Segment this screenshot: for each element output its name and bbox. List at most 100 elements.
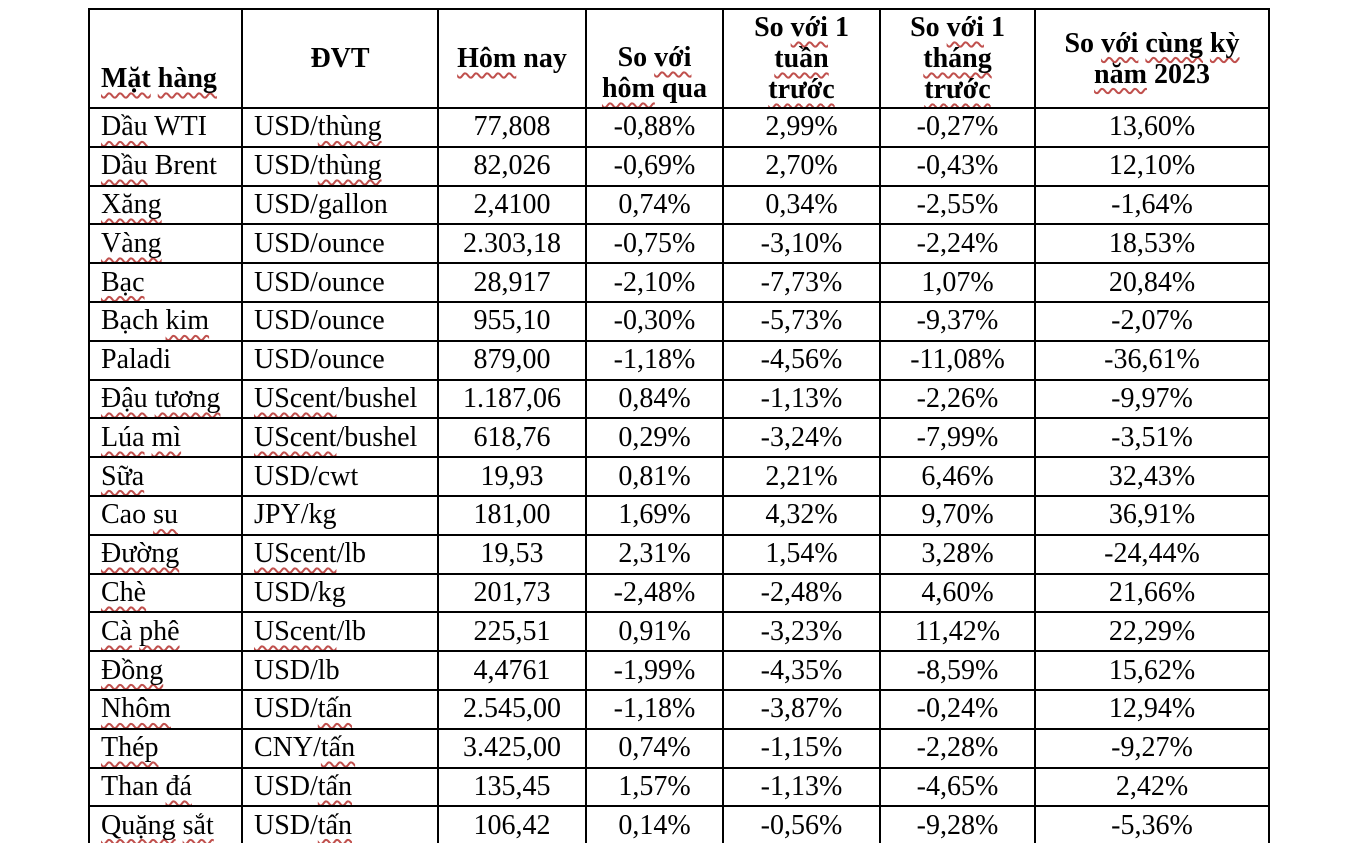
plain-word: 1 xyxy=(827,12,849,43)
cell-vs-year-2023: 20,84% xyxy=(1034,262,1270,303)
cell-today-price: 955,10 xyxy=(437,300,587,342)
cell-vs-week: -7,73% xyxy=(722,262,881,303)
cell-vs-year-2023: 12,10% xyxy=(1034,145,1270,187)
plain-word: JPY/kg xyxy=(254,499,337,531)
squiggled-word: tương xyxy=(154,382,221,414)
cell-vs-week: -4,35% xyxy=(722,650,881,691)
cell-unit: UScent/bushel xyxy=(241,417,439,459)
table-row: Lúa mì UScent/bushel 618,76 0,29% -3,24%… xyxy=(88,417,1270,459)
cell-vs-yesterday: 0,91% xyxy=(585,611,724,653)
cell-vs-week: 1,54% xyxy=(722,533,881,575)
plain-word: USD/ounce xyxy=(254,266,385,298)
table-row: Cà phê UScent/lb 225,51 0,91% -3,23% 11,… xyxy=(88,611,1270,653)
squiggled-word: năm xyxy=(1094,58,1147,90)
cell-vs-week: -3,24% xyxy=(722,417,881,459)
cell-unit: USD/thùng xyxy=(241,145,439,187)
squiggled-word: Vàng xyxy=(101,227,162,259)
cell-vs-week: -3,10% xyxy=(722,223,881,265)
cell-vs-yesterday: -2,48% xyxy=(585,572,724,614)
cell-commodity-name: Cao su xyxy=(88,494,243,536)
cell-unit: USD/thùng xyxy=(241,107,439,148)
cell-vs-yesterday: 2,31% xyxy=(585,533,724,575)
squiggled-word: Bạc xyxy=(101,266,145,298)
cell-vs-week: -3,87% xyxy=(722,688,881,730)
cell-vs-year-2023: 36,91% xyxy=(1034,494,1270,536)
cell-vs-yesterday: 0,74% xyxy=(585,184,724,226)
cell-vs-week: -5,73% xyxy=(722,300,881,342)
column-header-vs-month: So với 1 tháng trước xyxy=(879,8,1036,109)
cell-vs-year-2023: 18,53% xyxy=(1034,223,1270,265)
squiggled-word: Thép xyxy=(101,732,159,764)
squiggled-word: su xyxy=(153,499,179,531)
cell-commodity-name: Lúa mì xyxy=(88,417,243,459)
cell-vs-yesterday: 0,74% xyxy=(585,727,724,769)
squiggled-word: Dầu xyxy=(101,111,148,143)
cell-vs-yesterday: -0,75% xyxy=(585,223,724,265)
cell-vs-month: -9,37% xyxy=(879,300,1036,342)
cell-unit: USD/lb xyxy=(241,650,439,691)
squiggled-word: tấn xyxy=(317,770,353,802)
plain-word: USD/ounce xyxy=(254,227,385,259)
table-row: Xăng USD/gallon 2,4100 0,74% 0,34% -2,55… xyxy=(88,184,1270,226)
cell-commodity-name: Xăng xyxy=(88,184,243,226)
cell-today-price: 2,4100 xyxy=(437,184,587,226)
cell-vs-month: -2,26% xyxy=(879,378,1036,420)
column-header-commodity: Mặt hàng xyxy=(88,8,243,109)
plain-word xyxy=(1203,28,1210,59)
squiggled-word: kim xyxy=(165,305,210,337)
table-row: Sữa USD/cwt 19,93 0,81% 2,21% 6,46% 32,4… xyxy=(88,456,1270,497)
cell-vs-month: 1,07% xyxy=(879,262,1036,303)
commodity-price-table: Mặt hàng ĐVT Hôm nay So với hôm qua So vớ… xyxy=(88,8,1270,843)
cell-today-price: 77,808 xyxy=(437,107,587,148)
header-row: Mặt hàng ĐVT Hôm nay So với hôm qua So vớ… xyxy=(88,8,1270,109)
squiggled-word: Dầu xyxy=(101,150,148,182)
table-row: Đậu tương UScent/bushel 1.187,06 0,84% -… xyxy=(88,378,1270,420)
squiggled-word: kỳ xyxy=(1209,27,1240,59)
cell-today-price: 135,45 xyxy=(437,766,587,808)
cell-commodity-name: Quặng sắt xyxy=(88,805,243,843)
squiggled-word: tấn xyxy=(320,732,356,764)
cell-vs-month: 6,46% xyxy=(879,456,1036,497)
table-row: Than đá USD/tấn 135,45 1,57% -1,13% -4,6… xyxy=(88,766,1270,808)
plain-word xyxy=(151,63,158,94)
squiggled-word: Quặng xyxy=(101,809,176,841)
cell-commodity-name: Đường xyxy=(88,533,243,575)
plain-word: 2023 xyxy=(1146,58,1210,90)
cell-today-price: 201,73 xyxy=(437,572,587,614)
cell-commodity-name: Paladi xyxy=(88,339,243,381)
cell-vs-year-2023: -5,36% xyxy=(1034,805,1270,843)
cell-vs-year-2023: 22,29% xyxy=(1034,611,1270,653)
squiggled-word: UScent xyxy=(254,421,337,453)
plain-word: Brent xyxy=(147,150,217,182)
cell-vs-yesterday: 0,81% xyxy=(585,456,724,497)
cell-vs-week: -0,56% xyxy=(722,805,881,843)
cell-vs-yesterday: -1,18% xyxy=(585,339,724,381)
cell-today-price: 618,76 xyxy=(437,417,587,459)
cell-vs-yesterday: 0,29% xyxy=(585,417,724,459)
cell-today-price: 19,53 xyxy=(437,533,587,575)
cell-vs-yesterday: -0,69% xyxy=(585,145,724,187)
squiggled-word: UScent xyxy=(254,615,337,647)
cell-vs-week: -1,13% xyxy=(722,378,881,420)
squiggled-word: mì xyxy=(151,421,182,453)
cell-commodity-name: Sữa xyxy=(88,456,243,497)
squiggled-word: tấn xyxy=(317,809,353,841)
cell-vs-year-2023: -9,97% xyxy=(1034,378,1270,420)
cell-unit: USD/cwt xyxy=(241,456,439,497)
cell-vs-month: 4,60% xyxy=(879,572,1036,614)
cell-today-price: 879,00 xyxy=(437,339,587,381)
column-header-vs-week: So với 1 tuần trước xyxy=(722,8,881,109)
squiggled-word: Nhôm xyxy=(101,693,171,725)
cell-commodity-name: Vàng xyxy=(88,223,243,265)
plain-word: USD/ xyxy=(254,693,318,725)
cell-vs-month: -7,99% xyxy=(879,417,1036,459)
cell-vs-year-2023: 32,43% xyxy=(1034,456,1270,497)
table-row: Nhôm USD/tấn 2.545,00 -1,18% -3,87% -0,2… xyxy=(88,688,1270,730)
cell-vs-yesterday: -0,88% xyxy=(585,107,724,148)
table-body: Dầu WTI USD/thùng 77,808 -0,88% 2,99% -0… xyxy=(88,107,1270,843)
plain-word: nay xyxy=(516,43,567,74)
table-row: Dầu Brent USD/thùng 82,026 -0,69% 2,70% … xyxy=(88,145,1270,187)
cell-vs-month: -0,24% xyxy=(879,688,1036,730)
cell-vs-year-2023: 21,66% xyxy=(1034,572,1270,614)
